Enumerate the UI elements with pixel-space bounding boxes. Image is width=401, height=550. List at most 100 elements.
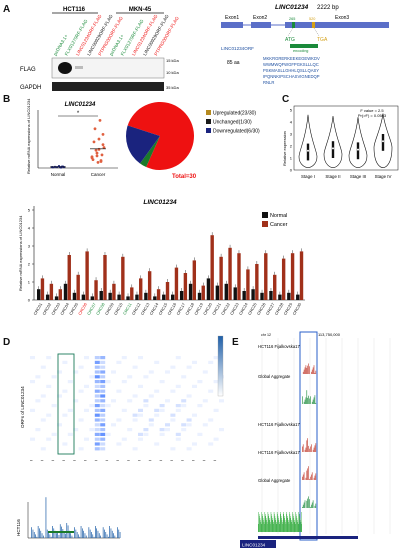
dot-point <box>95 151 99 155</box>
bar <box>290 253 295 300</box>
heatmap-cell <box>116 418 122 422</box>
bar <box>233 287 237 300</box>
track-signal <box>306 390 308 404</box>
ribo-bar <box>80 526 82 538</box>
track-signal <box>314 372 316 374</box>
bar-category: CRC20 <box>202 301 213 316</box>
track-label: HCT116 Fijalkovska17 <box>258 450 300 455</box>
heatmap-cell <box>154 408 160 412</box>
sequence-lines: MKKRGRERKEEKEGEWKDVWWMWQFWGFPGKSLLLQCPSK… <box>263 56 320 85</box>
track-signal <box>310 476 311 480</box>
heatmap-cell <box>154 442 160 446</box>
group-cancer: Cancer <box>91 172 106 177</box>
track-signal <box>314 445 316 452</box>
ribo-bar <box>40 530 42 538</box>
violin-median <box>332 147 334 150</box>
heatmap-cell <box>181 428 187 432</box>
heatmap-cell <box>84 437 89 441</box>
pie-legend-swatch <box>206 128 211 133</box>
bar-category: CRC07 <box>86 301 97 316</box>
bar <box>224 283 228 300</box>
exon1-label: Exon1 <box>225 15 239 21</box>
heatmap-cell <box>213 437 219 441</box>
ribo-bar <box>66 523 68 538</box>
heatmap-cell <box>175 404 181 408</box>
ribo-bar <box>92 534 94 538</box>
bar <box>255 264 259 300</box>
heatmap-cell <box>148 423 154 427</box>
bar-ytick: 5 <box>28 207 31 212</box>
violin-ytick: 4 <box>290 119 293 124</box>
heatmap-cell <box>46 413 52 417</box>
dot-point <box>92 140 96 144</box>
bar-category: CRC30 <box>291 301 302 316</box>
heatmap-cell <box>170 418 176 422</box>
heatmap-cell <box>100 356 106 360</box>
bar <box>237 253 241 300</box>
heatmap-cell <box>100 389 106 393</box>
ribo-bar <box>111 530 113 538</box>
track-signal <box>311 504 312 508</box>
exon3-label: Exon3 <box>335 15 349 21</box>
heatmap-cell <box>46 356 52 360</box>
bar <box>126 296 130 300</box>
heatmap-cell <box>94 442 100 446</box>
track-signal <box>313 447 315 452</box>
heatmap-cell <box>127 428 133 432</box>
gene-title: LINC01234 <box>275 4 309 11</box>
ribo-bar <box>54 530 56 538</box>
heatmap-cell <box>105 432 111 436</box>
heatmap-cell <box>111 423 116 427</box>
bar <box>201 285 205 300</box>
heatmap-cell <box>202 370 208 374</box>
bar <box>192 260 197 300</box>
heatmap-cell <box>165 428 170 432</box>
heatmap-cell <box>100 384 106 388</box>
violin-median <box>307 149 309 152</box>
heatmap-cell <box>197 380 203 384</box>
bar <box>130 287 134 300</box>
heatmap-cell <box>94 423 100 427</box>
orf-length: 85 aa <box>227 60 240 66</box>
heatmap-cell <box>170 447 176 451</box>
track-signal <box>303 401 305 404</box>
heatmap-cell <box>89 404 95 408</box>
violin-median <box>382 140 384 143</box>
lane-labels: pcDNA3.1+FLX01270RF-FLAGLINC01234ORF-FLA… <box>53 13 180 56</box>
heatmap-cell <box>100 375 106 379</box>
heatmap-cell <box>219 428 224 432</box>
track-signal <box>312 399 314 404</box>
bar <box>162 294 166 300</box>
dot-point <box>93 127 97 131</box>
bar-ytick: 3 <box>28 243 31 248</box>
heatmap-cell <box>208 360 214 364</box>
heatmap-cell <box>94 360 100 364</box>
ribo-bar <box>65 533 66 538</box>
ribo-bar <box>89 529 91 538</box>
track-signal <box>311 369 313 374</box>
chrom-label: chr 12 <box>261 333 271 337</box>
exon3 <box>285 22 389 28</box>
bar <box>171 294 175 300</box>
heatmap-cell <box>30 408 35 412</box>
heatmap-cell <box>159 408 165 412</box>
ribo-bar <box>119 532 121 538</box>
heatmap-cell <box>165 399 170 403</box>
heatmap-cell <box>148 370 154 374</box>
heatmap-cell <box>202 423 208 427</box>
heatmap-cell <box>78 365 84 369</box>
bar-ytick: 4 <box>28 225 31 230</box>
heatmap-cell <box>57 423 62 427</box>
track-signal <box>307 438 308 452</box>
track-label: Global Aggregate <box>258 374 291 379</box>
ribo-bar <box>75 529 77 538</box>
bar-category: CRC04 <box>59 301 70 316</box>
ribo-bar <box>98 533 100 538</box>
heatmap-cell <box>94 408 100 412</box>
bar <box>121 256 125 300</box>
track-signal <box>304 449 306 452</box>
heatmap-cell <box>94 404 100 408</box>
ribo-bar <box>71 535 73 538</box>
ribo-bar <box>106 534 108 538</box>
track-signal <box>310 396 311 404</box>
